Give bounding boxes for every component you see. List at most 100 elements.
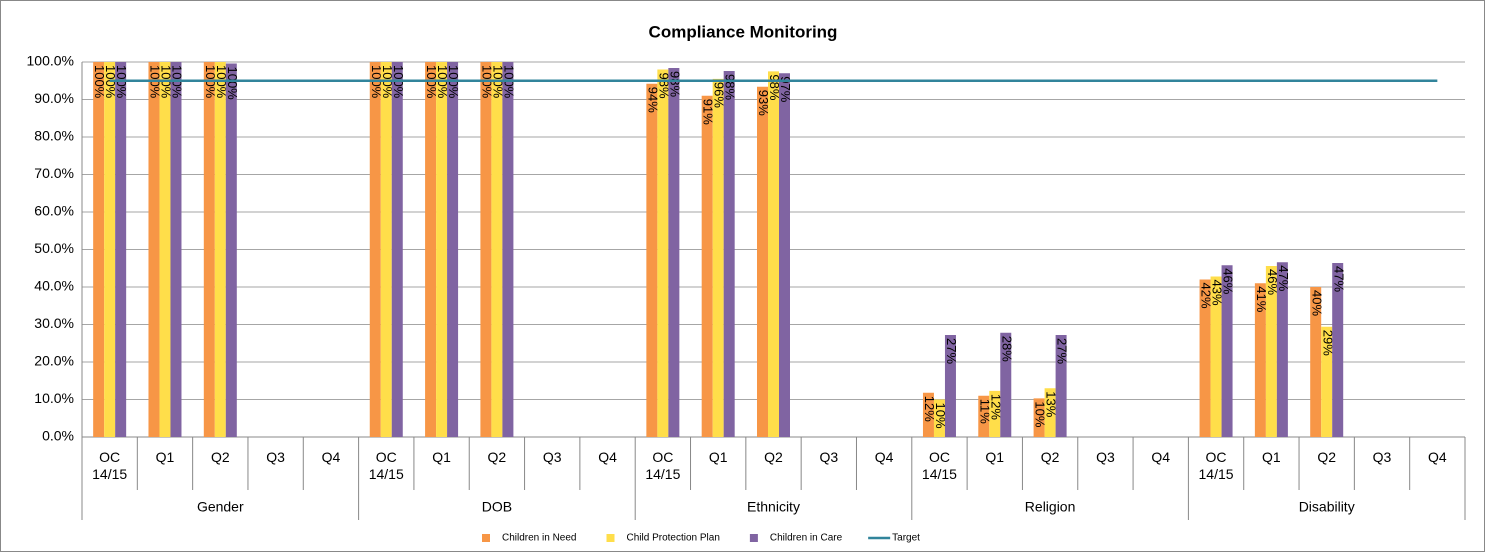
data-label: 12% <box>922 396 937 422</box>
data-label: 40% <box>1309 290 1324 316</box>
y-tick-label: 20.0% <box>34 353 74 369</box>
bar <box>148 62 160 437</box>
bar <box>170 62 182 437</box>
data-label: 27% <box>944 338 959 364</box>
data-label: 10% <box>933 403 948 429</box>
data-label: 98% <box>667 71 682 97</box>
y-tick-label: 80.0% <box>34 128 74 144</box>
bar <box>1055 335 1067 437</box>
x-tick-label: OC 14/15 <box>1198 449 1234 482</box>
x-tick-label: Q1 <box>1262 449 1281 465</box>
bar <box>646 83 658 437</box>
bar <box>225 63 237 437</box>
data-label: 43% <box>1210 280 1225 306</box>
x-tick-label: Q2 <box>487 449 507 465</box>
bar <box>159 62 171 437</box>
bar <box>1221 265 1233 437</box>
bar <box>1276 262 1288 437</box>
data-label: 94% <box>645 87 660 113</box>
y-tick-label: 60.0% <box>34 203 74 219</box>
data-label: 91% <box>701 99 716 125</box>
bar <box>436 62 448 437</box>
bar <box>214 62 226 437</box>
bar <box>944 335 956 437</box>
data-label: 42% <box>1199 283 1214 309</box>
data-label: 46% <box>1221 268 1236 294</box>
bar <box>723 71 735 437</box>
data-label: 29% <box>1320 330 1335 356</box>
legend-label: Target <box>892 533 920 544</box>
x-tick-label: Q1 <box>985 449 1005 465</box>
data-label: 93% <box>756 90 771 116</box>
legend-swatch <box>749 534 758 542</box>
y-tick-label: 100.0% <box>27 53 74 69</box>
bar <box>480 62 492 437</box>
group-label: DOB <box>482 499 512 515</box>
bar <box>380 62 392 437</box>
bar <box>768 71 779 437</box>
group-label: Gender <box>197 499 244 515</box>
legend-label: Child Protection Plan <box>627 533 720 544</box>
bar <box>668 68 680 437</box>
bar <box>369 62 381 437</box>
y-tick-label: 90.0% <box>34 90 74 106</box>
x-tick-label: Q2 <box>1040 449 1060 465</box>
group-label: Religion <box>1025 499 1076 515</box>
bar <box>502 62 514 437</box>
data-label: 96% <box>712 82 727 108</box>
bar <box>978 395 990 437</box>
bar <box>701 95 713 437</box>
y-tick-label: 70.0% <box>34 165 74 181</box>
x-tick-label: Q3 <box>819 449 839 465</box>
data-label: 41% <box>1254 286 1269 312</box>
bar <box>1332 263 1344 437</box>
data-label: 98% <box>656 73 671 99</box>
bar <box>1000 332 1012 437</box>
bar <box>922 392 934 437</box>
bar <box>1210 276 1222 437</box>
x-tick-label: Q4 <box>321 449 341 465</box>
x-tick-label: Q3 <box>266 449 285 465</box>
data-label: 97% <box>778 76 793 102</box>
y-tick-label: 0.0% <box>42 428 74 444</box>
legend-label: Children in Care <box>770 533 843 544</box>
bar <box>779 73 790 437</box>
y-tick-label: 50.0% <box>34 240 74 256</box>
legend-swatch <box>482 534 490 542</box>
x-tick-label: Q1 <box>432 449 451 465</box>
bar <box>1254 283 1266 437</box>
bar <box>425 62 437 437</box>
bar <box>1044 388 1056 437</box>
y-tick-label: 10.0% <box>34 390 74 406</box>
chart-title: Compliance Monitoring <box>649 22 838 41</box>
bar <box>491 62 503 437</box>
bar <box>1321 326 1333 437</box>
x-tick-label: Q2 <box>764 449 783 465</box>
x-tick-label: OC 14/15 <box>921 449 957 482</box>
x-tick-label: OC 14/15 <box>92 449 128 482</box>
group-label: Ethnicity <box>747 499 800 515</box>
x-tick-label: Q2 <box>210 449 230 465</box>
bar <box>712 78 724 437</box>
legend-swatch <box>606 534 615 542</box>
data-label: 100% <box>225 67 240 101</box>
bar <box>104 62 116 437</box>
bar <box>989 390 1001 437</box>
data-label: 10% <box>1033 401 1048 427</box>
y-tick-label: 30.0% <box>34 315 74 331</box>
x-tick-label: OC 14/15 <box>368 449 404 482</box>
x-tick-label: Q1 <box>155 449 175 465</box>
x-tick-label: Q4 <box>1427 449 1447 465</box>
y-tick-label: 40.0% <box>34 278 74 294</box>
x-tick-label: Q4 <box>1151 449 1171 465</box>
group-label: Disability <box>1299 499 1355 515</box>
data-label: 47% <box>1276 265 1291 291</box>
data-label: 12% <box>988 394 1003 420</box>
x-tick-label: Q3 <box>1096 449 1115 465</box>
data-label: 13% <box>1044 391 1059 417</box>
bar <box>391 62 403 437</box>
bar <box>203 62 215 437</box>
x-tick-label: Q2 <box>1317 449 1337 465</box>
data-label: 46% <box>1265 269 1280 295</box>
